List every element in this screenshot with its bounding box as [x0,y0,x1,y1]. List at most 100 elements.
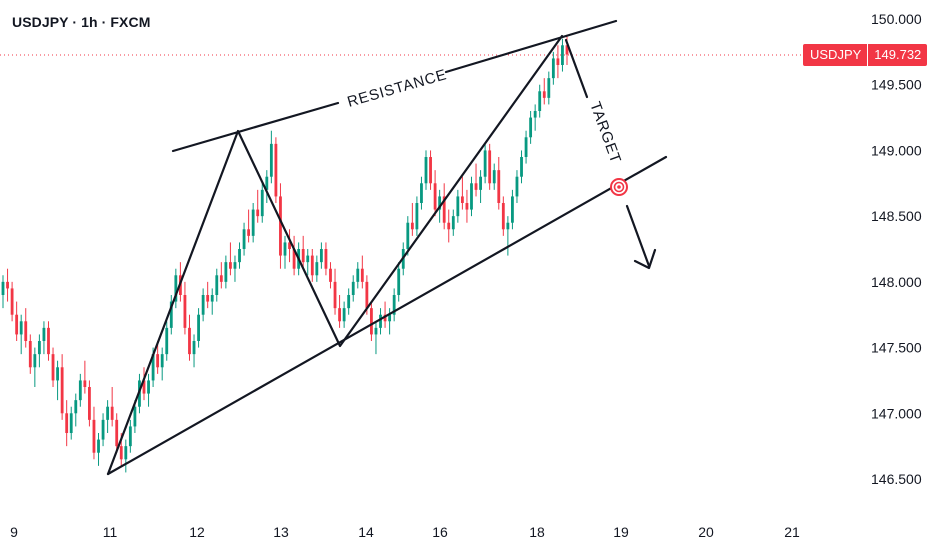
x-tick-label: 12 [189,524,205,540]
candle-body [206,295,210,302]
candle-body [347,295,351,309]
candle-body [351,281,355,296]
candle-body [251,209,255,236]
candle-body [151,354,155,381]
y-tick-label: 150.000 [871,11,922,27]
candle-body [315,262,319,276]
candle-body [74,400,78,414]
candle-body [6,281,9,289]
candle-body [565,45,569,55]
candle-body [160,354,164,368]
x-tick-label: 19 [613,524,629,540]
candle-body [292,249,296,269]
candle-body [288,242,291,250]
candle-body [324,249,328,269]
target-line-lower [625,204,651,268]
candle-body [169,301,173,328]
candle-body [501,203,505,230]
candle-body [133,406,137,427]
candle-body [10,288,14,315]
candle-body [1,281,5,296]
candle-body [69,413,73,434]
candle-body [383,314,387,322]
candle-body [511,196,514,223]
candle-body [42,327,46,342]
candle-body [124,446,128,460]
candle-body [492,170,496,184]
candle-body [219,275,223,282]
y-tick-label: 146.500 [871,471,922,487]
candle-body [65,413,69,434]
candle-body [415,203,419,230]
target-line-upper [564,38,589,99]
candle-body [529,117,533,138]
candle-body [374,327,378,335]
wave-path [106,34,564,476]
candle-body [392,295,396,315]
price-badge-symbol: USDJPY [803,44,868,66]
candle-body [97,439,100,453]
candle-body [379,314,382,328]
candle-body [524,137,528,158]
candle-body [397,268,401,296]
y-tick-label: 147.000 [871,405,922,421]
candle-body [51,354,55,381]
candle-body [15,314,19,335]
candle-body [201,295,205,315]
candle-body [215,275,219,296]
candle-body [242,229,246,250]
resistance-trendline-left [171,101,340,153]
trendline-drawings [106,19,668,476]
candle-body [479,176,482,190]
candle-body [83,380,87,388]
candle-body [238,249,241,263]
candle-body [410,222,414,230]
target-label: TARGET [586,100,624,166]
candle-body [229,262,232,269]
resistance-trendline-right [444,19,618,74]
candle-body [497,170,501,204]
candle-body [56,367,59,381]
candle-body [19,321,23,335]
candle-body [547,78,551,98]
candle-body [406,222,410,250]
x-tick-label: 14 [358,524,374,540]
candle-body [520,157,523,177]
candle-body [156,354,160,368]
x-tick-label: 21 [784,524,800,540]
time-axis[interactable]: 9 11 12 13 14 16 18 19 20 21 [10,524,800,540]
candle-body [283,242,287,256]
candle-body [420,183,423,204]
candle-body [561,45,564,66]
candle-body [192,341,196,355]
candle-body [456,196,460,217]
candle-body [310,255,314,276]
target-icon [610,178,628,196]
candle-body [128,426,132,447]
candle-body [483,150,487,177]
candle-body [442,196,446,223]
candle-body [47,327,50,355]
price-axis[interactable]: 150.000 149.500 149.000 148.500 148.000 147.5… [871,11,922,487]
candle-body [115,419,119,447]
candle-body [388,314,392,322]
candle-body [110,406,114,420]
candle-body [356,268,360,282]
candle-body [269,143,273,177]
support-trendline [106,155,668,476]
candle-body [37,341,41,355]
candle-body [551,58,555,79]
candle-body [210,295,214,302]
candle-body [142,380,146,394]
candle-body [233,262,237,269]
candle-body [329,268,332,282]
candle-body [183,295,187,328]
candle-body [447,222,451,230]
candle-body [533,111,537,118]
y-tick-label: 149.000 [871,142,922,158]
candle-body [119,446,123,460]
candle-body [338,308,341,322]
x-tick-label: 16 [432,524,448,540]
candle-body [301,249,305,263]
